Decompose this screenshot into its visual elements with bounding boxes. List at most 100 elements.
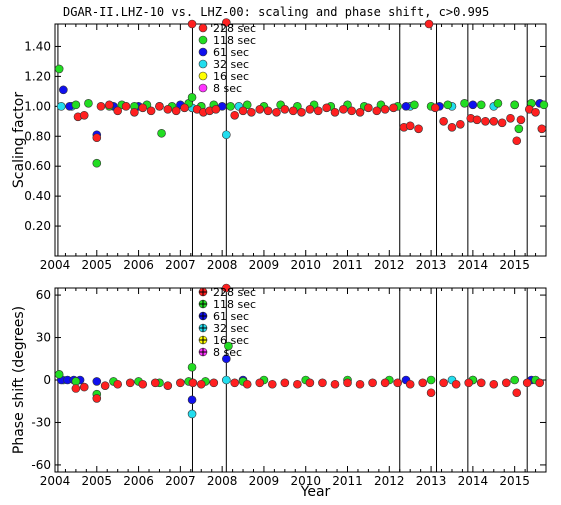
data-point-118s xyxy=(460,99,469,108)
data-point-228s xyxy=(113,379,122,389)
data-point-118s xyxy=(539,100,549,110)
data-point-228s xyxy=(330,379,340,389)
data-point-228s xyxy=(138,103,148,113)
x-tick-label: 2011 xyxy=(332,258,363,272)
legend-label: 32 sec xyxy=(213,322,249,335)
data-point-228s xyxy=(451,379,461,389)
data-point-228s xyxy=(163,381,173,390)
legend-label: 32 sec xyxy=(213,58,249,71)
data-point-61s xyxy=(187,395,197,405)
data-point-228s xyxy=(155,102,164,111)
data-point-228s xyxy=(418,378,428,388)
data-point-228s xyxy=(481,116,490,126)
data-point-118s xyxy=(510,100,519,110)
data-point-61s xyxy=(401,102,411,111)
data-point-228s xyxy=(272,108,281,117)
data-point-118s xyxy=(410,100,419,110)
data-point-118s xyxy=(514,124,524,134)
y-tick-label: 1.40 xyxy=(24,39,51,53)
data-point-228s xyxy=(522,378,532,388)
data-point-228s xyxy=(171,106,181,116)
data-point-118s xyxy=(242,100,252,110)
data-point-118s xyxy=(71,100,81,110)
data-point-228s xyxy=(439,378,448,388)
y-axis-label: Scaling factor xyxy=(11,92,27,188)
data-point-228s xyxy=(146,106,156,116)
data-point-228s xyxy=(489,116,499,126)
data-point-228s xyxy=(497,118,507,128)
data-point-228s xyxy=(472,115,482,125)
data-point-118s xyxy=(426,375,436,385)
panel-phase: 2004 2005 2006 2007 2008 2009 2010 2011 2012 2013… xyxy=(11,283,547,500)
data-point-228s xyxy=(476,378,486,388)
y-tick-label: 1.20 xyxy=(24,69,51,83)
data-point-228s xyxy=(531,108,540,117)
x-tick-label: 2013 xyxy=(416,258,447,272)
data-point-228s xyxy=(355,108,365,117)
x-tick-label: 2014 xyxy=(458,258,489,272)
data-point-228s xyxy=(125,378,135,388)
data-point-228s xyxy=(267,379,277,389)
data-point-228s xyxy=(222,18,231,27)
y-tick-label: 0.80 xyxy=(24,129,51,143)
data-point-228s xyxy=(138,379,148,389)
legend-label: 16 sec xyxy=(213,334,249,347)
data-point-228s xyxy=(150,378,160,388)
data-point-228s xyxy=(288,106,298,116)
legend-marker-16 xyxy=(198,71,208,81)
y-tick-label: 1.00 xyxy=(24,99,51,113)
y-tick-label: -60 xyxy=(31,458,51,472)
data-point-228s xyxy=(502,378,511,388)
y-tick-label: 0.40 xyxy=(24,189,51,203)
data-point-228s xyxy=(330,108,340,117)
data-point-228s xyxy=(305,105,315,114)
data-point-228s xyxy=(447,122,457,132)
data-point-118s xyxy=(54,64,64,74)
x-tick-label: 2013 xyxy=(416,474,447,488)
legend-label: 8 sec xyxy=(213,82,242,95)
data-point-228s xyxy=(222,283,231,293)
y-tick-label: 30 xyxy=(36,331,51,345)
data-point-228s xyxy=(489,379,499,389)
data-point-228s xyxy=(297,108,306,117)
x-tick-label: 2012 xyxy=(374,474,405,488)
data-point-228s xyxy=(187,19,197,29)
data-point-228s xyxy=(280,105,290,114)
x-tick-label: 2006 xyxy=(123,474,154,488)
data-point-118s xyxy=(443,100,453,110)
data-point-228s xyxy=(393,378,402,388)
data-point-118s xyxy=(157,128,166,138)
y-tick-label: 0.20 xyxy=(24,219,51,233)
data-point-61s xyxy=(92,377,102,386)
legend-marker-118 xyxy=(198,35,208,45)
data-point-228s xyxy=(389,103,398,113)
data-point-228s xyxy=(180,103,189,113)
x-tick-label: 2008 xyxy=(207,258,238,272)
data-point-118s xyxy=(84,99,93,108)
data-point-228s xyxy=(121,102,131,111)
x-tick-label: 2014 xyxy=(458,474,489,488)
x-tick-label: 2006 xyxy=(123,258,154,272)
legend-label: 228 sec xyxy=(213,286,256,299)
data-point-118s xyxy=(54,370,64,379)
legend-label: 228 sec xyxy=(213,22,256,35)
x-tick-label: 2012 xyxy=(374,258,405,272)
data-point-228s xyxy=(516,115,526,125)
panel-scaling: 2004 2005 2006 2007 2008 2009 2010 2011 2012 2013… xyxy=(11,18,549,272)
data-point-118s xyxy=(187,93,197,102)
data-point-228s xyxy=(280,378,290,388)
data-point-228s xyxy=(176,378,185,388)
y-axis-label: Phase shift (degrees) xyxy=(11,306,27,454)
data-point-228s xyxy=(318,378,327,388)
legend-label: 118 sec xyxy=(213,298,256,311)
data-point-228s xyxy=(372,106,382,116)
data-point-228s xyxy=(196,379,206,389)
x-tick-label: 2009 xyxy=(249,258,280,272)
data-point-228s xyxy=(368,378,377,388)
data-point-118s xyxy=(224,341,233,351)
data-point-228s xyxy=(414,124,423,134)
legend-marker-61 xyxy=(198,47,208,57)
data-point-228s xyxy=(113,106,122,116)
x-tick-label: 2010 xyxy=(290,474,321,488)
